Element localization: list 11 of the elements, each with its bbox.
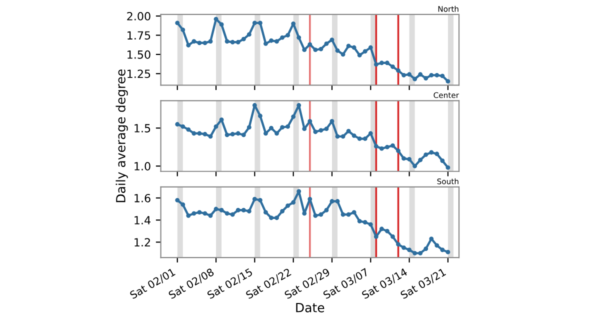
y-tick-label: 1.75 — [128, 31, 150, 40]
y-tick-label: 1.50 — [128, 50, 150, 59]
y-tick-label: 1.5 — [134, 124, 150, 132]
y-tick-label: 1.25 — [128, 70, 150, 78]
y-tick-label: 1.2 — [134, 238, 150, 246]
y-tick-label: 1.0 — [134, 162, 150, 170]
y-tick-label: 1.6 — [134, 194, 150, 202]
x-axis-title: Date — [296, 303, 324, 312]
y-tick-label: 1.4 — [134, 216, 150, 224]
y-tick-label: 2.00 — [127, 12, 150, 20]
y-axis-title: Daily average degree — [116, 69, 128, 202]
